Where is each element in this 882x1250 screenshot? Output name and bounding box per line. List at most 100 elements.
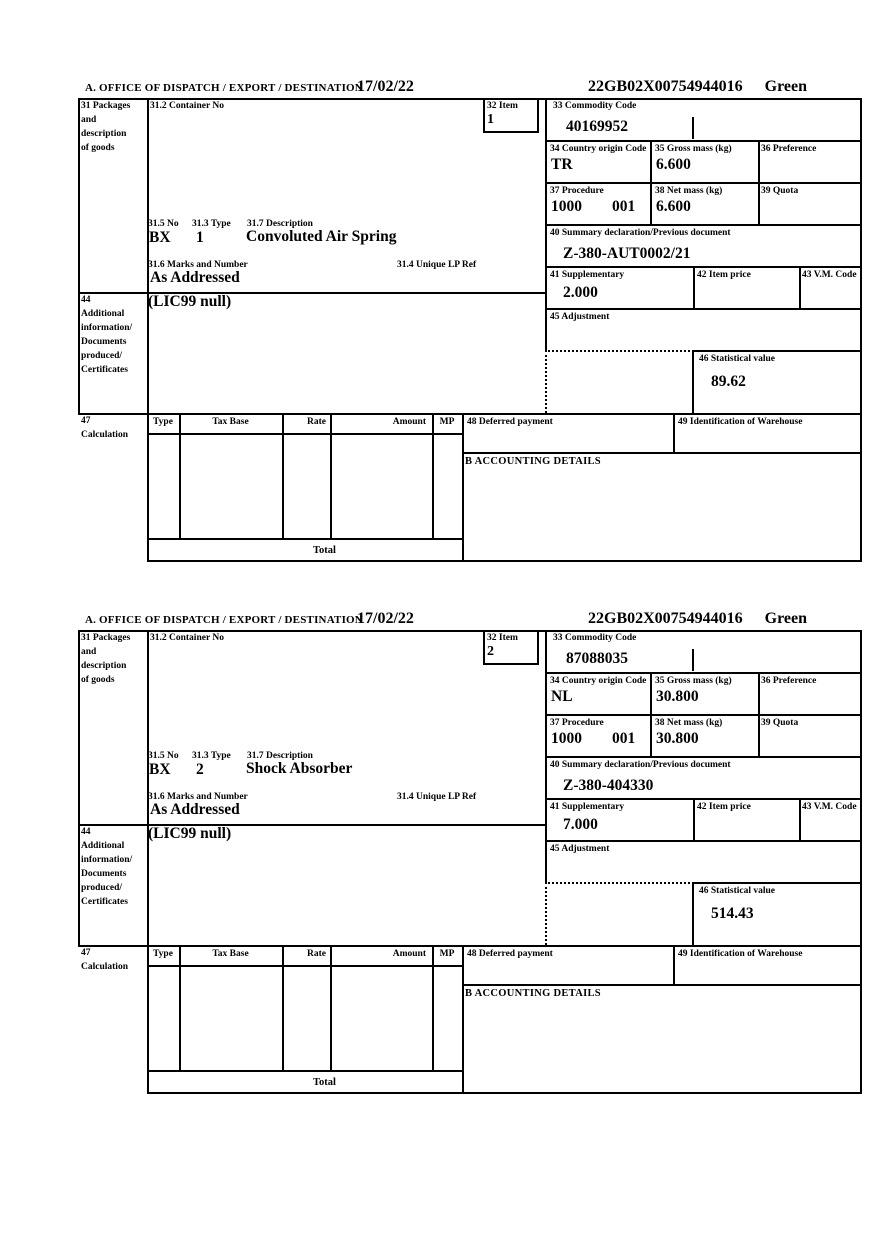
box39-label: 39 Quota [761,186,799,196]
grid-line-v [693,266,695,310]
grid-line-h [545,224,862,226]
grid-line-h [545,714,862,716]
calc-total-label: Total [313,545,336,556]
box43-label: 43 V.M. Code [802,270,857,280]
grid-line-h [78,413,862,415]
calc-header-amount: Amount [392,949,426,959]
box44-label: Certificates [81,365,128,375]
box44-label: Additional [81,309,125,319]
grid-line-v [758,140,760,226]
box40-label: 40 Summary declaration/Previous document [550,760,731,770]
box38-label: 38 Net mass (kg) [655,186,723,196]
calc-header-amount: Amount [392,417,426,427]
grid-line-h [147,433,462,435]
box49-label: 49 Identification of Warehouse [678,949,803,959]
grid-line-v [799,266,801,310]
grid-line-v [462,413,464,562]
grid-line-v [179,413,181,540]
movement-reference-number: 22GB02X00754944016 [588,78,743,95]
box37-label: 37 Procedure [550,718,604,728]
commodity-code-value: 40169952 [566,118,628,135]
supplementary-units-value: 2.000 [563,284,598,301]
commodity-code-value: 87088035 [566,650,628,667]
grid-line-h [78,98,862,100]
box44-label: produced/ [81,351,123,361]
box44-label: Certificates [81,897,128,907]
grid-line-h [78,292,545,294]
item-section-1: A. OFFICE OF DISPATCH / EXPORT / DESTINA… [0,0,882,562]
origin-country-value: NL [551,688,573,705]
grid-line-h [78,824,545,826]
grid-line-h [545,840,862,842]
box31-5-label: 31.5 No [148,219,179,229]
additional-info-value: (LIC99 null) [148,293,232,310]
grid-line-v [483,630,485,665]
consignment-reference-group: 22GB02X00754944016 Green [588,78,807,96]
commodity-code-tick-mark [692,117,694,139]
package-count-value: BX [149,761,171,778]
item-number: 2 [487,644,494,659]
item-number: 1 [487,112,494,127]
box31-label: and [81,115,97,125]
grid-line-v [330,413,332,540]
box31-4-label: 31.4 Unique LP Ref [397,260,477,270]
box38-label: 38 Net mass (kg) [655,718,723,728]
box34-label: 34 Country origin Code [550,676,647,686]
box41-label: 41 Supplementary [550,270,625,280]
box31-label: of goods [81,143,115,153]
grid-line-h [147,560,862,562]
box44-label: Documents [81,337,127,347]
grid-line-h [545,308,862,310]
marks-value: As Addressed [150,269,240,286]
gross-mass-value: 6.600 [656,156,691,173]
grid-line-v [650,672,652,758]
grid-line-v [432,945,434,1072]
box45-label: 45 Adjustment [550,312,610,322]
grid-line-v [78,98,80,415]
box44-label: information/ [81,323,133,333]
net-mass-value: 6.600 [656,198,691,215]
box31-7-label: 31.7 Description [247,751,313,761]
grid-line-v [545,630,547,884]
dotted-line-h [545,350,694,352]
calc-header-type: Type [153,417,173,427]
grid-line-h [483,131,539,133]
box41-label: 41 Supplementary [550,802,625,812]
item-section-2: A. OFFICE OF DISPATCH / EXPORT / DESTINA… [0,532,882,1094]
grid-line-v [432,413,434,540]
procedure-code-value: 1000 [551,730,582,747]
dotted-line-h [545,882,694,884]
grid-line-h [545,140,862,142]
grid-line-h [545,182,862,184]
grid-line-h [545,798,862,800]
grid-line-h [462,984,862,986]
box47-label: 47 [81,416,91,426]
grid-line-h [692,350,862,352]
box31-6-label: 31.6 Marks and Number [148,792,248,802]
box48-label: 48 Deferred payment [467,949,553,959]
box32-label: 32 Item [487,633,518,643]
box44-label: Documents [81,869,127,879]
box31-label: 31 Packages [81,633,131,643]
package-count-value: BX [149,229,171,246]
grid-line-v [179,945,181,1072]
calc-total-label: Total [313,1077,336,1088]
net-mass-value: 30.800 [656,730,699,747]
grid-line-v [537,630,539,665]
box31-label: and [81,647,97,657]
grid-line-v [758,672,760,758]
package-type-value: 2 [196,761,204,778]
grid-line-v [483,98,485,133]
routing-channel: Green [764,610,808,627]
grid-line-h [147,538,462,540]
calc-header-tax-base: Tax Base [212,949,249,959]
box44-label: information/ [81,855,133,865]
grid-line-v [692,350,694,415]
box44-label: Additional [81,841,125,851]
grid-line-v [692,882,694,947]
box44-label: 44 [81,295,91,305]
grid-line-v [693,798,695,842]
box32-label: 32 Item [487,101,518,111]
grid-line-v [147,98,149,562]
box31-7-label: 31.7 Description [247,219,313,229]
